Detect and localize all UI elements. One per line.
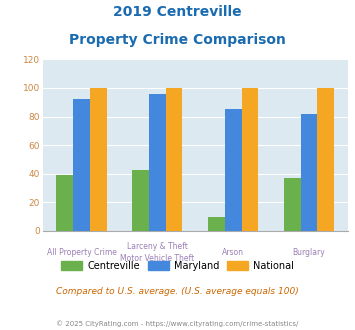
- Text: © 2025 CityRating.com - https://www.cityrating.com/crime-statistics/: © 2025 CityRating.com - https://www.city…: [56, 320, 299, 327]
- Text: Burglary: Burglary: [293, 248, 326, 257]
- Text: All Property Crime: All Property Crime: [47, 248, 116, 257]
- Bar: [56, 175, 73, 231]
- Bar: [241, 88, 258, 231]
- Text: Property Crime Comparison: Property Crime Comparison: [69, 33, 286, 47]
- Bar: [132, 170, 149, 231]
- Bar: [90, 88, 106, 231]
- Legend: Centreville, Maryland, National: Centreville, Maryland, National: [58, 258, 297, 274]
- Bar: [149, 94, 166, 231]
- Bar: [317, 88, 334, 231]
- Text: Motor Vehicle Theft: Motor Vehicle Theft: [120, 254, 195, 263]
- Text: Larceny & Theft: Larceny & Theft: [127, 243, 188, 251]
- Bar: [301, 114, 317, 231]
- Bar: [284, 178, 301, 231]
- Text: Compared to U.S. average. (U.S. average equals 100): Compared to U.S. average. (U.S. average …: [56, 287, 299, 296]
- Text: Arson: Arson: [222, 248, 244, 257]
- Bar: [208, 217, 225, 231]
- Bar: [166, 88, 182, 231]
- Bar: [73, 99, 90, 231]
- Bar: [225, 110, 241, 231]
- Text: 2019 Centreville: 2019 Centreville: [113, 5, 242, 19]
